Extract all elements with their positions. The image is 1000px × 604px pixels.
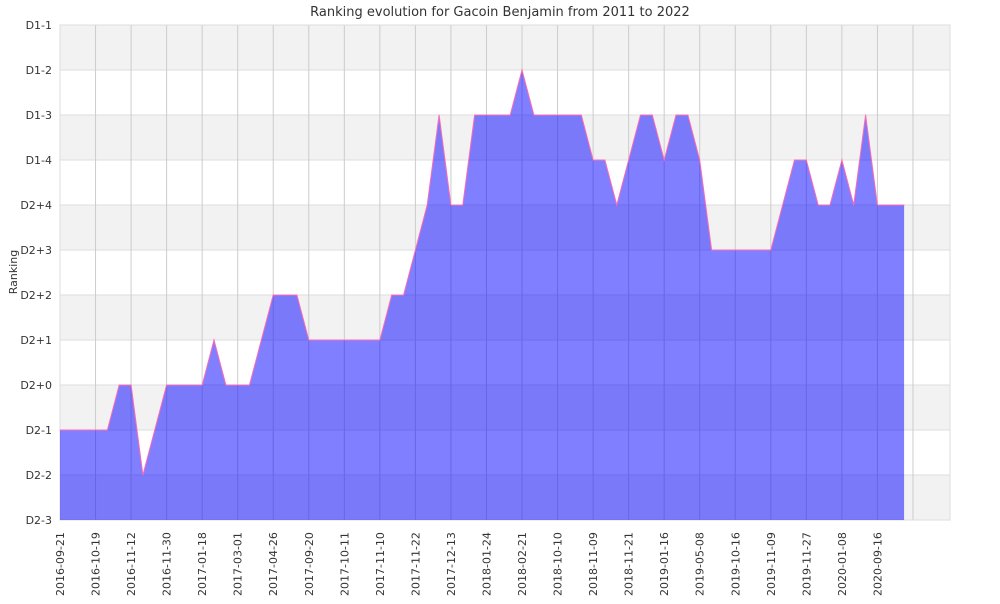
data-point	[521, 69, 523, 71]
data-point	[533, 114, 535, 116]
y-tick-label: D2+4	[20, 199, 52, 212]
data-point	[865, 114, 867, 116]
data-point	[225, 384, 227, 386]
data-point	[817, 204, 819, 206]
ranking-area	[60, 70, 905, 520]
data-point	[651, 114, 653, 116]
x-axis: 2016-09-21 2016-10-19 2016-11-12 2016-11-30…	[54, 532, 884, 596]
y-tick-label: D2-1	[26, 424, 52, 437]
x-tick-label: 2018-11-21	[623, 532, 636, 596]
data-point	[509, 114, 511, 116]
x-tick-label: 2017-11-10	[374, 532, 387, 596]
data-point	[166, 384, 168, 386]
x-tick-label: 2019-11-27	[800, 532, 813, 596]
x-tick-label: 2020-09-16	[871, 532, 884, 596]
data-point	[829, 204, 831, 206]
data-point	[296, 294, 298, 296]
data-point	[462, 204, 464, 206]
data-point	[106, 429, 108, 431]
data-point	[639, 114, 641, 116]
x-tick-label: 2018-01-24	[480, 532, 493, 596]
data-point	[308, 339, 310, 341]
x-tick-label: 2018-10-10	[552, 532, 565, 596]
y-tick-label: D2+3	[20, 244, 52, 257]
data-point	[272, 294, 274, 296]
x-tick-label: 2020-01-08	[836, 532, 849, 596]
data-point	[663, 159, 665, 161]
y-tick-label: D2+0	[20, 379, 52, 392]
x-tick-label: 2017-04-26	[267, 532, 280, 596]
x-tick-label: 2018-02-21	[516, 532, 529, 596]
data-point	[841, 159, 843, 161]
data-point	[142, 474, 144, 476]
data-point	[391, 294, 393, 296]
x-tick-label: 2017-12-13	[445, 532, 458, 596]
data-point	[580, 114, 582, 116]
x-tick-label: 2016-11-30	[161, 532, 174, 596]
data-point	[770, 249, 772, 251]
data-point	[213, 339, 215, 341]
x-tick-label: 2017-03-01	[232, 532, 245, 596]
data-point	[805, 159, 807, 161]
data-point	[426, 204, 428, 206]
x-tick-label: 2016-09-21	[54, 532, 67, 596]
y-axis-label: Ranking	[7, 250, 20, 295]
data-point	[592, 159, 594, 161]
x-tick-label: 2019-05-08	[694, 532, 707, 596]
data-point	[249, 384, 251, 386]
data-point	[876, 204, 878, 206]
y-tick-label: D2+1	[20, 334, 52, 347]
data-point	[687, 114, 689, 116]
y-tick-label: D2-2	[26, 469, 52, 482]
x-tick-label: 2019-10-16	[729, 532, 742, 596]
x-tick-label: 2018-11-09	[587, 532, 600, 596]
data-point	[450, 204, 452, 206]
data-point	[616, 204, 618, 206]
x-tick-label: 2016-11-12	[125, 532, 138, 596]
data-point	[711, 249, 713, 251]
data-point	[201, 384, 203, 386]
x-tick-label: 2019-01-16	[658, 532, 671, 596]
x-tick-label: 2017-09-20	[303, 532, 316, 596]
x-tick-label: 2017-11-22	[409, 532, 422, 596]
y-tick-label: D2-3	[26, 514, 52, 527]
data-point	[794, 159, 796, 161]
band	[60, 25, 950, 70]
data-point	[118, 384, 120, 386]
x-tick-label: 2017-01-18	[196, 532, 209, 596]
series-layer	[59, 68, 905, 520]
data-point	[403, 294, 405, 296]
y-tick-label: D1-2	[26, 64, 52, 77]
data-point	[853, 204, 855, 206]
data-point	[474, 114, 476, 116]
x-tick-label: 2017-10-11	[338, 532, 351, 596]
data-point	[130, 384, 132, 386]
chart-title: Ranking evolution for Gacoin Benjamin fr…	[310, 5, 690, 20]
x-tick-label: 2019-11-09	[765, 532, 778, 596]
data-point	[699, 159, 701, 161]
y-tick-label: D1-4	[26, 154, 52, 167]
data-point	[438, 114, 440, 116]
y-tick-label: D2+2	[20, 289, 52, 302]
data-point	[675, 114, 677, 116]
data-point	[379, 339, 381, 341]
y-tick-label: D1-3	[26, 109, 52, 122]
y-axis: D2-3 D2-2 D2-1 D2+0 D2+1 D2+2 D2+3 D2+4 D1-4 D1-3…	[20, 19, 52, 527]
data-point	[59, 429, 61, 431]
x-tick-label: 2016-10-19	[90, 532, 103, 596]
data-point	[903, 204, 905, 206]
data-point	[604, 159, 606, 161]
y-tick-label: D1-1	[26, 19, 52, 32]
